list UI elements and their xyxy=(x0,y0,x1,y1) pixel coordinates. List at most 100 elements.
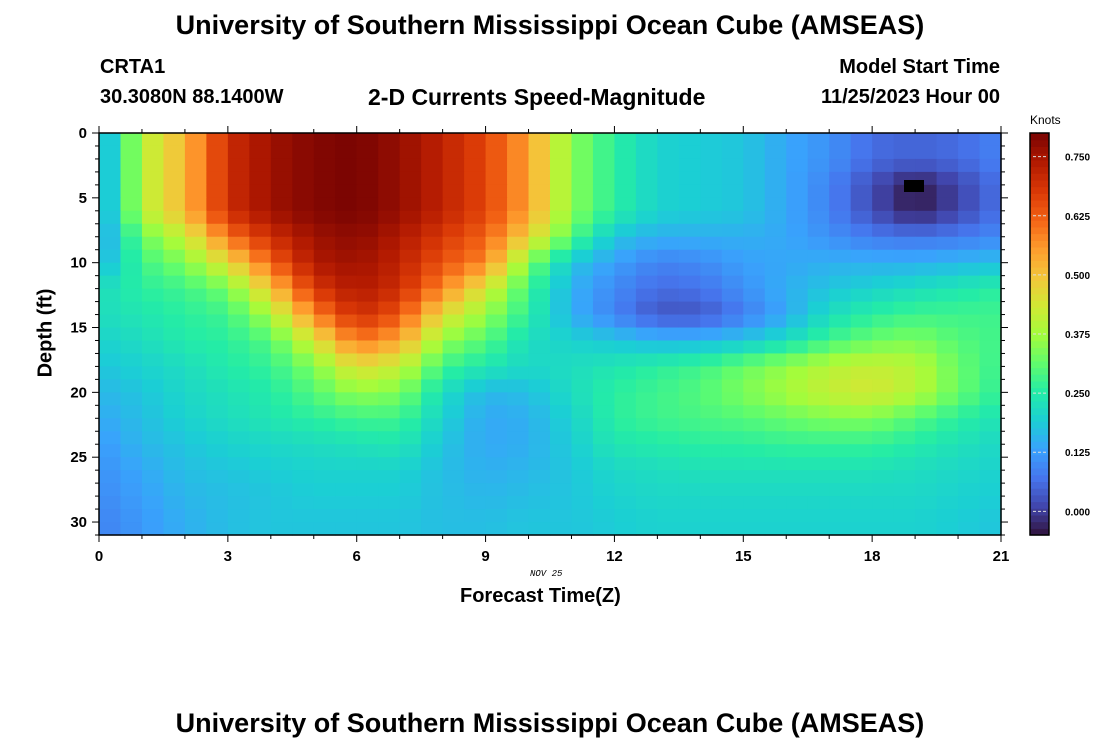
heatmap-cell xyxy=(872,431,895,445)
heatmap-cell xyxy=(141,470,165,484)
heatmap-cell xyxy=(915,470,938,484)
heatmap-cell xyxy=(485,496,508,510)
heatmap-cell xyxy=(721,223,744,238)
heatmap-cell xyxy=(829,249,852,264)
colorbar-tick-label: 0.375 xyxy=(1065,330,1090,341)
heatmap-cell xyxy=(936,431,959,445)
heatmap-cell xyxy=(249,249,272,264)
heatmap-cell xyxy=(378,418,401,432)
heatmap-cell xyxy=(528,262,551,277)
heatmap-cell xyxy=(507,509,530,523)
heatmap-cell xyxy=(335,236,358,251)
heatmap-cell xyxy=(378,444,401,458)
heatmap-cell xyxy=(678,457,701,471)
heatmap-cell xyxy=(571,288,594,303)
heatmap-cell xyxy=(635,171,658,186)
heatmap-cell xyxy=(678,379,701,393)
x-tick-label: 6 xyxy=(353,548,361,565)
heatmap-cell xyxy=(528,171,551,186)
heatmap-cell xyxy=(979,340,1002,355)
heatmap-cell xyxy=(313,340,336,355)
heatmap-cell xyxy=(464,340,487,355)
heatmap-cell xyxy=(378,483,401,497)
heatmap-cell xyxy=(958,249,981,264)
heatmap-cell xyxy=(206,496,229,510)
heatmap-cell xyxy=(571,457,594,471)
heatmap-cell xyxy=(700,223,723,238)
heatmap-cell xyxy=(442,249,465,264)
heatmap-cell xyxy=(399,288,422,303)
heatmap-cell xyxy=(292,444,315,458)
heatmap-cell xyxy=(807,496,830,510)
heatmap-cell xyxy=(507,496,530,510)
heatmap-cell xyxy=(958,483,981,497)
heatmap-cell xyxy=(657,288,680,303)
heatmap-cell xyxy=(635,249,658,264)
heatmap-cell xyxy=(163,210,186,225)
heatmap-cell xyxy=(915,522,938,536)
heatmap-cell xyxy=(399,197,422,212)
heatmap-cell xyxy=(592,275,616,290)
heatmap-cell xyxy=(936,262,959,277)
heatmap-cell xyxy=(550,379,573,393)
heatmap-cell xyxy=(958,197,981,212)
heatmap-cell xyxy=(292,509,315,523)
heatmap-cell xyxy=(464,483,487,497)
heatmap-cell xyxy=(893,444,916,458)
heatmap-cell xyxy=(313,171,336,186)
heatmap-cell xyxy=(550,470,573,484)
heatmap-cell xyxy=(184,171,207,186)
heatmap-cell xyxy=(915,431,938,445)
heatmap-cell xyxy=(872,262,895,277)
heatmap-cell xyxy=(421,327,444,342)
heatmap-cell xyxy=(356,133,379,147)
heatmap-cell xyxy=(936,197,959,212)
heatmap-cell xyxy=(120,223,143,238)
heatmap-cell xyxy=(141,327,165,342)
heatmap-cell xyxy=(399,249,422,264)
heatmap-cell xyxy=(421,301,444,316)
heatmap-cell xyxy=(442,366,465,380)
heatmap-cell xyxy=(979,223,1002,238)
heatmap-cell xyxy=(743,457,766,471)
heatmap-cell xyxy=(850,197,873,212)
heatmap-cell xyxy=(893,327,916,342)
heatmap-cell xyxy=(313,496,336,510)
heatmap-cell xyxy=(249,275,272,290)
heatmap-cell xyxy=(227,314,250,329)
heatmap-cell xyxy=(292,184,315,199)
heatmap-cell xyxy=(313,353,336,368)
heatmap-cell xyxy=(485,379,508,393)
heatmap-cell xyxy=(614,327,637,342)
heatmap-cell xyxy=(399,418,422,432)
heatmap-cell xyxy=(829,418,852,432)
heatmap-cell xyxy=(550,457,573,471)
heatmap-cell xyxy=(678,431,701,445)
heatmap-cell xyxy=(786,496,809,510)
heatmap-cell xyxy=(721,158,744,173)
heatmap-cell xyxy=(850,171,873,186)
heatmap-cell xyxy=(442,405,465,419)
heatmap-cell xyxy=(464,197,487,212)
colorbar-tick-label: 0.000 xyxy=(1065,507,1090,518)
heatmap-cell xyxy=(958,314,981,329)
heatmap-cell xyxy=(764,262,787,277)
heatmap-cell xyxy=(592,223,616,238)
heatmap-cell xyxy=(893,431,916,445)
heatmap-cell xyxy=(872,145,895,160)
heatmap-cell xyxy=(399,236,422,251)
heatmap-cell xyxy=(872,496,895,510)
heatmap-cell xyxy=(743,418,766,432)
heatmap-cell xyxy=(571,184,594,199)
colorbar-swatch xyxy=(1030,521,1049,529)
heatmap-cell xyxy=(678,366,701,380)
heatmap-cell xyxy=(335,262,358,277)
heatmap-cell xyxy=(206,379,229,393)
heatmap-cell xyxy=(958,379,981,393)
heatmap-cell xyxy=(141,457,165,471)
heatmap-cell xyxy=(850,210,873,225)
heatmap-cell xyxy=(936,184,959,199)
heatmap-cell xyxy=(786,275,809,290)
heatmap-cell xyxy=(528,431,551,445)
heatmap-cell xyxy=(743,158,766,173)
